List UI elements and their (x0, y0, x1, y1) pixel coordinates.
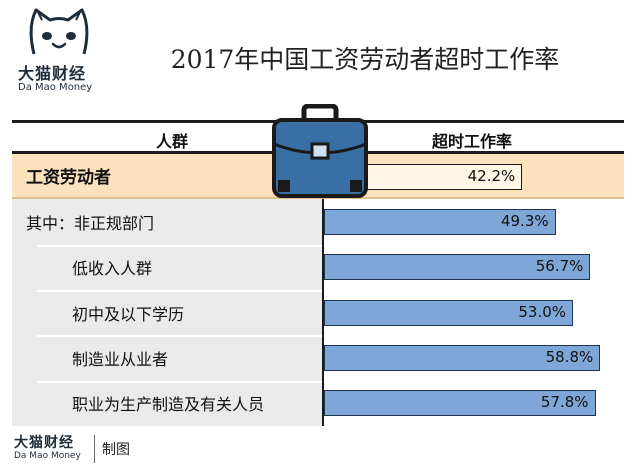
data-label: 56.7% (535, 257, 584, 276)
row-divider (37, 380, 322, 383)
chart-row: 制造业从业者 (12, 335, 624, 380)
data-label: 49.3% (500, 211, 549, 230)
brand-name-cn: 大猫财经 (18, 64, 87, 83)
footer-brand-cn: 大猫财经 (14, 435, 74, 451)
category-label: 其中：非正规部门 (26, 213, 155, 233)
cat-logo-icon (29, 8, 89, 55)
brand-name-en: Da Mao Money (18, 82, 93, 93)
footer-made-by: 制图 (102, 442, 130, 458)
footer-separator (94, 435, 95, 463)
data-label: 42.2% (467, 166, 516, 185)
chart-row: 初中及以下学历 (12, 290, 624, 335)
bar: 56.7% (324, 254, 591, 281)
category-label: 初中及以下学历 (72, 304, 185, 324)
bar: 49.3% (324, 208, 556, 235)
data-label: 57.8% (540, 393, 589, 412)
chart-title: 2017年中国工资劳动者超时工作率 (170, 45, 560, 74)
data-label: 53.0% (518, 302, 567, 321)
category-label: 低收入人群 (72, 259, 153, 279)
bar: 53.0% (324, 299, 574, 326)
chart-row: 其中：非正规部门 (12, 199, 624, 244)
row-divider (37, 244, 322, 247)
category-label: 职业为生产制造及有关人员 (72, 395, 265, 415)
row-divider (37, 335, 322, 338)
category-label: 制造业从业者 (72, 349, 169, 369)
category-column-header: 人群 (155, 132, 188, 151)
value-column-header: 超时工作率 (431, 132, 512, 151)
row-divider (37, 289, 322, 292)
chart-row: 低收入人群 (12, 245, 624, 290)
bar: 57.8% (324, 390, 596, 417)
footer: 大猫财经 Da Mao Money 制图 (14, 432, 314, 468)
footer-brand-en: Da Mao Money (14, 451, 81, 461)
brand-logo: 大猫财经 Da Mao Money (8, 8, 108, 104)
chart-row: 职业为生产制造及有关人员 (12, 381, 624, 426)
bar: 58.8% (324, 344, 601, 371)
plot-area (324, 154, 624, 426)
data-label: 58.8% (545, 347, 594, 366)
briefcase-icon (272, 104, 368, 198)
category-label: 工资劳动者 (26, 168, 111, 189)
category-axis-line (322, 154, 324, 426)
